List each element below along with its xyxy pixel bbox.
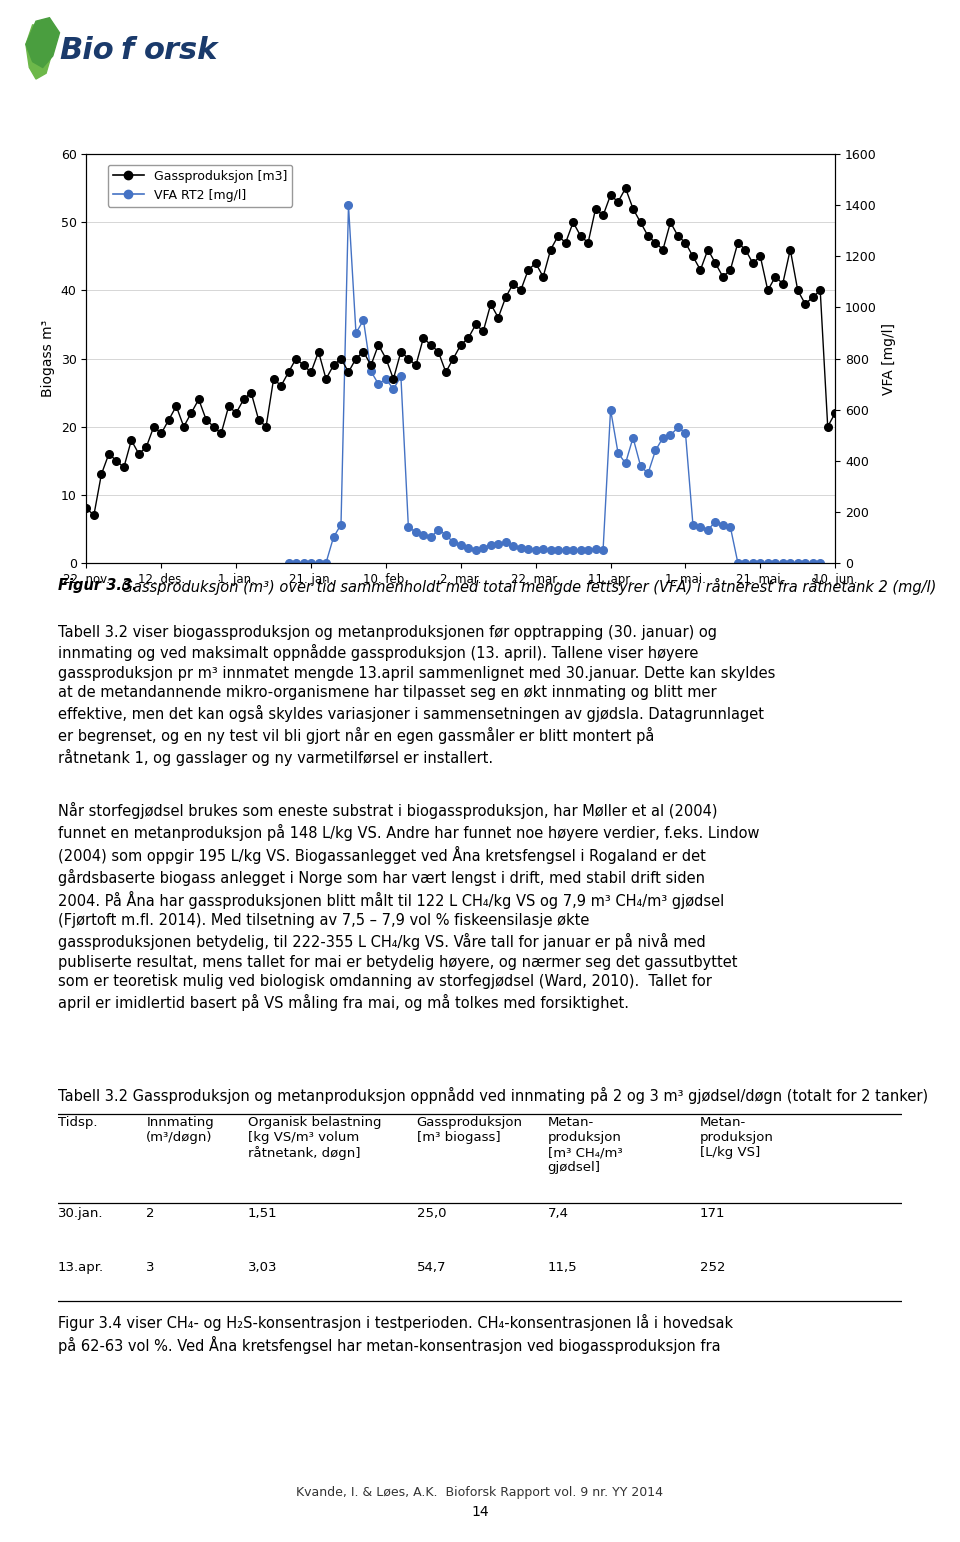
Text: Organisk belastning
[kg VS/m³ volum
råtnetank, døgn]: Organisk belastning [kg VS/m³ volum råtn… (248, 1116, 381, 1160)
Polygon shape (26, 25, 53, 79)
Polygon shape (26, 19, 60, 68)
Text: 3: 3 (146, 1261, 155, 1274)
Text: orsk: orsk (143, 37, 218, 65)
Text: Tabell 3.2 Gassproduksjon og metanproduksjon oppnådd ved innmating på 2 og 3 m³ : Tabell 3.2 Gassproduksjon og metanproduk… (58, 1087, 927, 1104)
Text: 171: 171 (700, 1206, 725, 1220)
Text: Figur 3.3.: Figur 3.3. (58, 578, 137, 594)
Text: Når storfegjødsel brukes som eneste substrat i biogassproduksjon, har Møller et : Når storfegjødsel brukes som eneste subs… (58, 802, 759, 1010)
Text: Metan-
produksjon
[L/kg VS]: Metan- produksjon [L/kg VS] (700, 1116, 774, 1160)
Legend: Gassproduksjon [m3], VFA RT2 [mg/l]: Gassproduksjon [m3], VFA RT2 [mg/l] (108, 165, 292, 207)
Text: Gassproduksjon
[m³ biogass]: Gassproduksjon [m³ biogass] (417, 1116, 522, 1144)
Text: 13.apr.: 13.apr. (58, 1261, 104, 1274)
Text: 2: 2 (146, 1206, 155, 1220)
Y-axis label: VFA [mg/l]: VFA [mg/l] (882, 322, 897, 395)
Text: 54,7: 54,7 (417, 1261, 446, 1274)
Text: 30.jan.: 30.jan. (58, 1206, 103, 1220)
Text: 3,03: 3,03 (248, 1261, 277, 1274)
Text: Bio: Bio (60, 37, 114, 65)
Text: 11,5: 11,5 (547, 1261, 577, 1274)
Text: Innmating
(m³/døgn): Innmating (m³/døgn) (146, 1116, 214, 1144)
Text: Tabell 3.2 viser biogassproduksjon og metanproduksjonen før opptrapping (30. jan: Tabell 3.2 viser biogassproduksjon og me… (58, 625, 775, 765)
Y-axis label: Biogass m³: Biogass m³ (41, 319, 55, 398)
Text: Gassproduksjon (m³) over tid sammenholdt med total mengde fettsyrer (VFA) i råtn: Gassproduksjon (m³) over tid sammenholdt… (117, 578, 937, 595)
Text: Metan-
produksjon
[m³ CH₄/m³
gjødsel]: Metan- produksjon [m³ CH₄/m³ gjødsel] (547, 1116, 622, 1173)
Text: 252: 252 (700, 1261, 725, 1274)
Text: 25,0: 25,0 (417, 1206, 446, 1220)
Text: Figur 3.4 viser CH₄- og H₂S-konsentrasjon i testperioden. CH₄-konsentrasjonen lå: Figur 3.4 viser CH₄- og H₂S-konsentrasjo… (58, 1314, 732, 1354)
Text: 1,51: 1,51 (248, 1206, 277, 1220)
Text: Kvande, I. & Løes, A.K.  Bioforsk Rapport vol. 9 nr. YY 2014: Kvande, I. & Løes, A.K. Bioforsk Rapport… (297, 1486, 663, 1499)
Text: Tidsp.: Tidsp. (58, 1116, 97, 1129)
Text: 7,4: 7,4 (547, 1206, 568, 1220)
Text: 14: 14 (471, 1505, 489, 1519)
Text: f: f (120, 37, 133, 65)
